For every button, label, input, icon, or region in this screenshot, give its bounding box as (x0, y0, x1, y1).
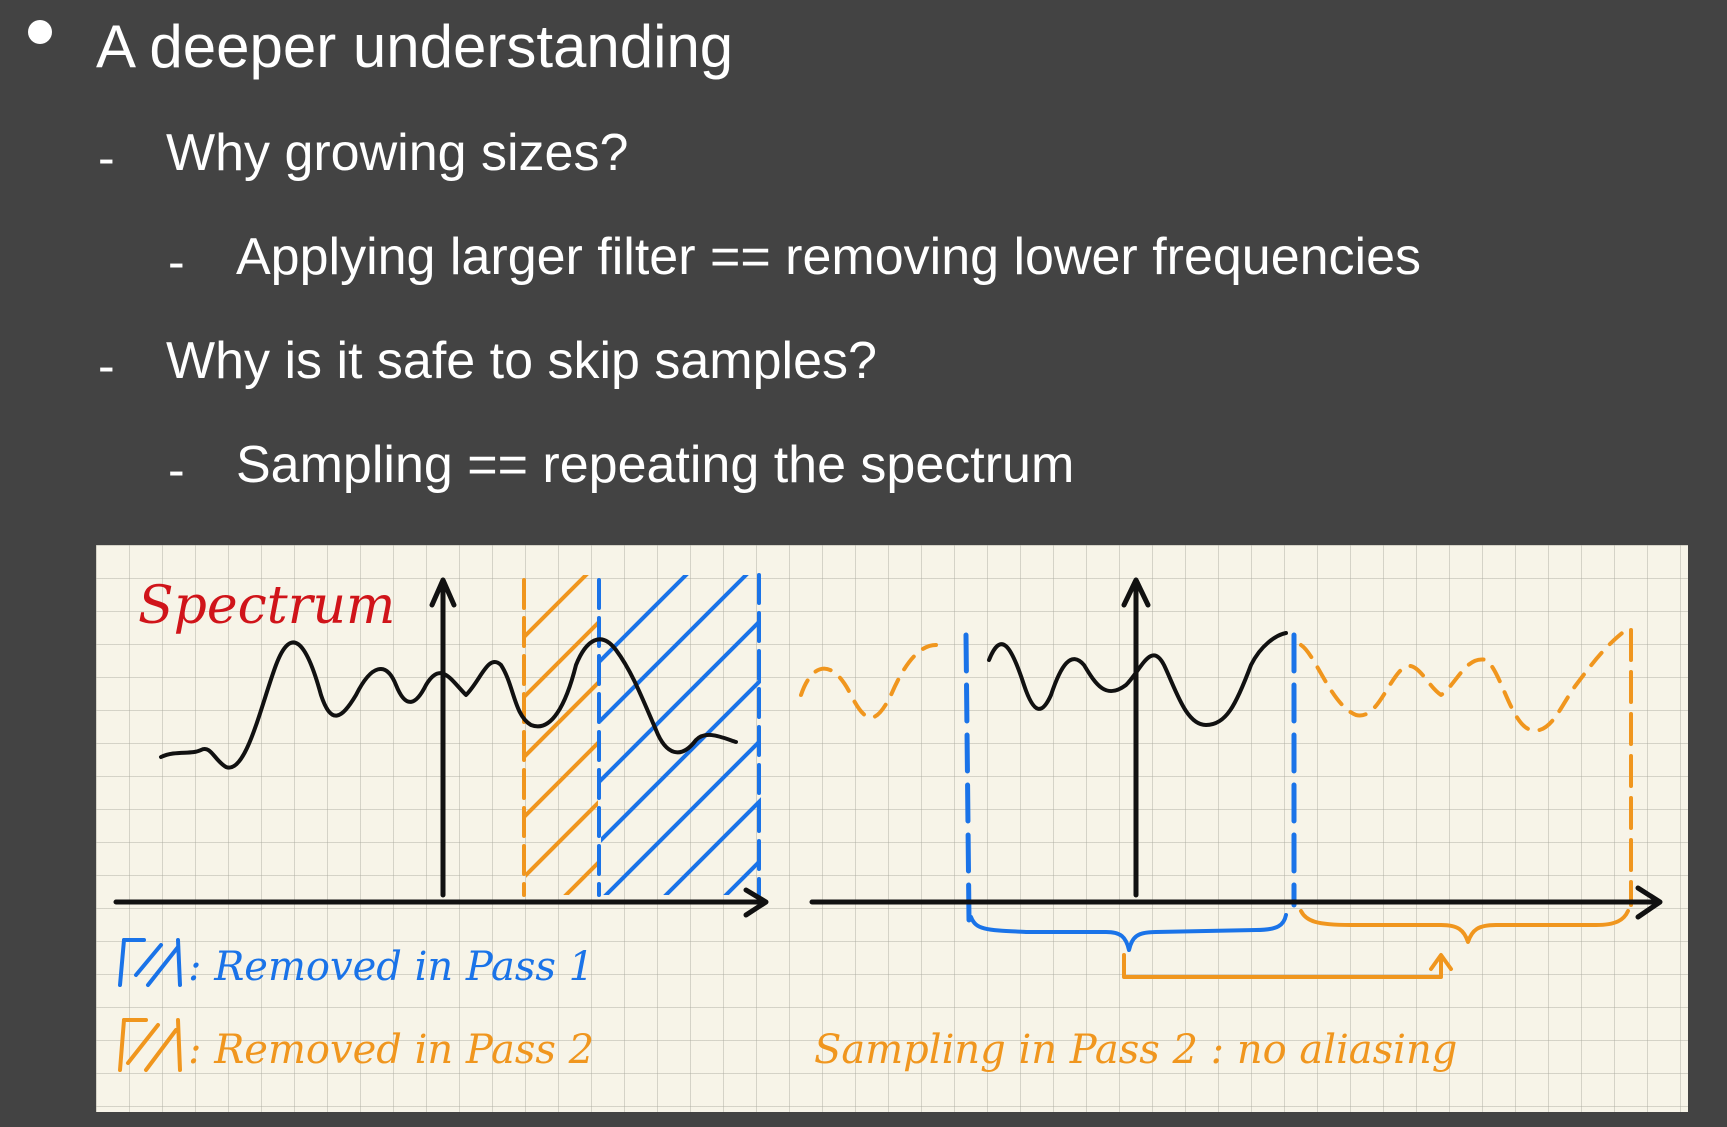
pass2-hatch-region (526, 575, 598, 895)
dash-marker-4: - (168, 442, 185, 498)
right-plot (799, 577, 1663, 979)
legend-pass1: : Removed in Pass 1 (118, 938, 594, 990)
bullet-item-sampling-repeat: Sampling == repeating the spectrum (236, 436, 1075, 494)
spectrum-sketch: Spectrum (96, 545, 1688, 1112)
left-y-axis (429, 577, 457, 898)
dash-marker-1: - (98, 130, 115, 186)
pass1-band-brace (969, 913, 1288, 952)
spectrum-title: Spectrum (138, 576, 395, 636)
bullet-dot (28, 20, 52, 44)
right-x-axis (809, 885, 1663, 920)
nyquist-boundary-left (963, 632, 972, 923)
caption-no-aliasing: Sampling in Pass 2 : no aliasing (814, 1027, 1457, 1073)
repeat-spectrum-left (799, 643, 938, 720)
dash-marker-3: - (98, 338, 115, 394)
shift-arrow (1122, 953, 1453, 979)
right-y-axis (1121, 577, 1151, 898)
repeat-spectrum-right (1299, 628, 1628, 733)
legend-pass1-label: : Removed in Pass 1 (188, 944, 594, 990)
spectrum-diagram: Spectrum (113, 573, 1663, 1073)
left-x-axis (113, 887, 769, 918)
legend-pass2-label: : Removed in Pass 2 (188, 1027, 594, 1073)
left-spectrum-curve (159, 637, 738, 770)
slide-heading: A deeper understanding (96, 13, 734, 80)
bullet-item-larger-filter: Applying larger filter == removing lower… (236, 228, 1422, 286)
dash-marker-2: - (168, 234, 185, 290)
bullet-item-skip-samples: Why is it safe to skip samples? (166, 332, 877, 390)
bullet-item-growing-sizes: Why growing sizes? (166, 124, 629, 182)
repeat-band-brace (1299, 909, 1630, 944)
left-plot (113, 573, 769, 918)
legend-pass2: : Removed in Pass 2 (118, 1018, 594, 1073)
right-spectrum-curve (987, 631, 1288, 727)
